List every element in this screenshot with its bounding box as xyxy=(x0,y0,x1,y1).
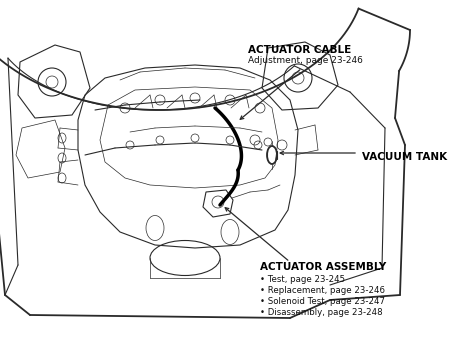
Text: • Replacement, page 23-246: • Replacement, page 23-246 xyxy=(260,286,385,295)
Text: • Test, page 23-245: • Test, page 23-245 xyxy=(260,275,345,284)
Text: Adjustment, page 23-246: Adjustment, page 23-246 xyxy=(248,56,363,65)
Text: • Disassembly, page 23-248: • Disassembly, page 23-248 xyxy=(260,308,383,317)
Text: • Solenoid Test, page 23-247: • Solenoid Test, page 23-247 xyxy=(260,297,385,306)
Text: ACTUATOR ASSEMBLY: ACTUATOR ASSEMBLY xyxy=(260,262,386,272)
Text: VACUUM TANK: VACUUM TANK xyxy=(362,152,447,162)
Text: ACTUATOR CABLE: ACTUATOR CABLE xyxy=(248,45,351,55)
